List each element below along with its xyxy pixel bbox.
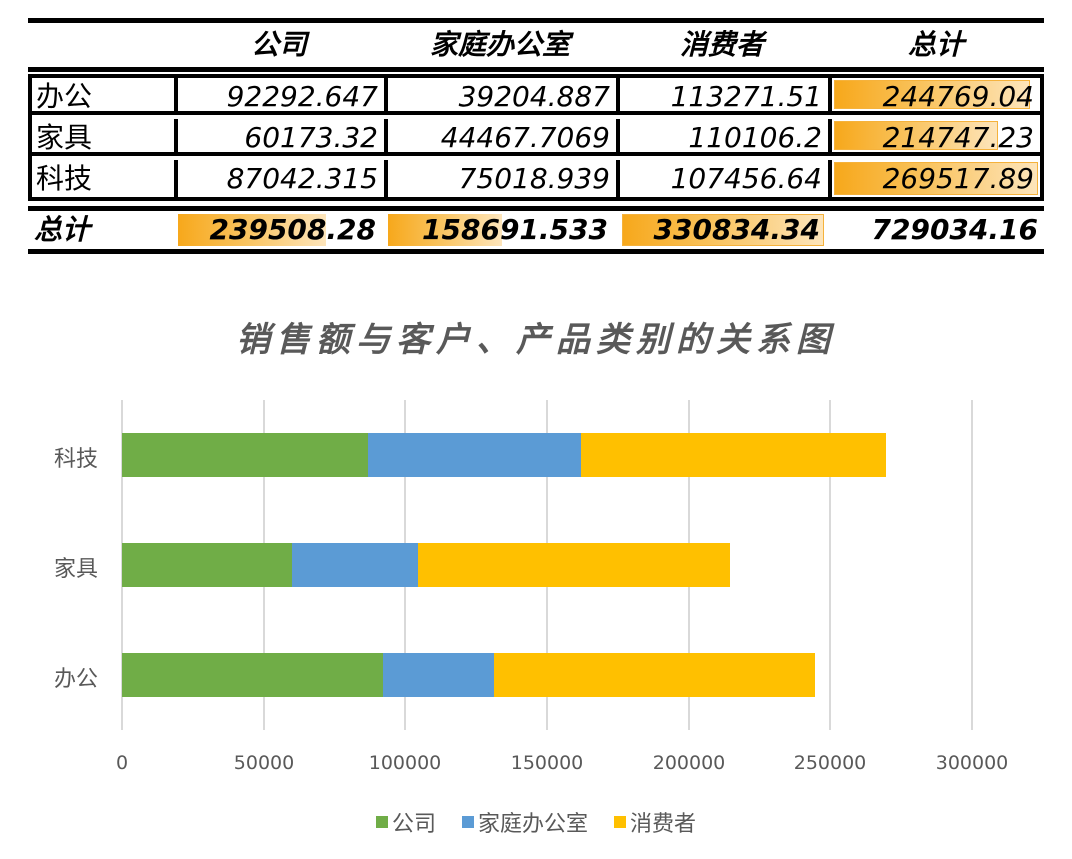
- bar-segment-home-office[interactable]: [368, 433, 581, 477]
- table-cell[interactable]: 75018.939: [388, 160, 620, 197]
- data-bar: [178, 214, 327, 246]
- total-cell-grand[interactable]: 729034.16: [871, 213, 1039, 246]
- row-label-furniture[interactable]: 家具: [32, 119, 178, 156]
- bar-segment-consumer[interactable]: [418, 543, 730, 587]
- legend-swatch-icon: [614, 816, 626, 828]
- data-bar: [834, 162, 1038, 195]
- x-axis-tick: 200000: [652, 752, 726, 774]
- header-rule-bottom: [28, 67, 1044, 72]
- bar-office: [122, 653, 815, 697]
- table-cell[interactable]: 92292.647: [178, 78, 388, 115]
- row-label-technology[interactable]: 科技: [32, 160, 178, 197]
- x-axis-tick: 0: [115, 752, 129, 774]
- total-cell-consumer[interactable]: 330834.34: [620, 212, 826, 248]
- header-cell-home-office: 家庭办公室: [429, 28, 570, 61]
- header-cell-corporate: 公司: [250, 28, 307, 61]
- plot-area: [121, 400, 973, 730]
- table-cell[interactable]: 87042.315: [178, 160, 388, 197]
- chart-title: 销售额与客户、产品类别的关系图: [236, 320, 836, 360]
- table-cell-total[interactable]: 244769.04: [832, 78, 1040, 115]
- legend-item-corporate[interactable]: 公司: [375, 806, 436, 838]
- x-axis-tick: 300000: [935, 752, 1009, 774]
- y-axis-label: 家具: [53, 557, 98, 582]
- data-bar: [388, 214, 502, 246]
- bar-segment-corporate[interactable]: [122, 433, 368, 477]
- table-cell[interactable]: 113271.51: [620, 78, 832, 115]
- bar-segment-home-office[interactable]: [383, 653, 494, 697]
- data-bar: [834, 80, 1030, 109]
- chart-legend: 公司 家庭办公室 消费者: [0, 806, 1072, 838]
- bar-segment-home-office[interactable]: [292, 543, 418, 587]
- bar-segment-consumer[interactable]: [581, 433, 886, 477]
- bar-segment-corporate[interactable]: [122, 653, 383, 697]
- total-cell-home-office[interactable]: 158691.533: [386, 212, 614, 248]
- data-bar: [622, 214, 824, 246]
- x-axis-tick: 250000: [793, 752, 867, 774]
- table-cell[interactable]: 110106.2: [620, 119, 832, 156]
- row-label-office[interactable]: 办公: [32, 78, 178, 115]
- header-cell-blank: [28, 23, 174, 67]
- legend-item-home-office[interactable]: 家庭办公室: [461, 806, 588, 838]
- gridline: [829, 400, 831, 730]
- total-rule-top: [28, 206, 1044, 211]
- table-cell[interactable]: 107456.64: [620, 160, 832, 197]
- bar-furniture: [122, 543, 730, 587]
- table-cell-total[interactable]: 214747.23: [832, 119, 1040, 156]
- total-rule-bottom: [28, 249, 1044, 254]
- table-cell[interactable]: 44467.7069: [388, 119, 620, 156]
- table-body: 办公 92292.647 39204.887 113271.51 244769.…: [28, 74, 1044, 201]
- legend-label: 消费者: [630, 812, 697, 837]
- legend-item-consumer[interactable]: 消费者: [614, 806, 696, 838]
- bar-segment-corporate[interactable]: [122, 543, 292, 587]
- total-row-label[interactable]: 总计: [34, 213, 91, 246]
- grand-total-row: 总计 239508.28 158691.533 330834.34 729034…: [28, 211, 1044, 249]
- y-axis-label: 科技: [53, 447, 98, 472]
- table-cell[interactable]: 39204.887: [388, 78, 620, 115]
- header-cell-consumer: 消费者: [679, 28, 764, 61]
- legend-swatch-icon: [461, 816, 474, 828]
- table-cell-total[interactable]: 269517.89: [832, 160, 1040, 197]
- header-cell-total: 总计: [907, 28, 964, 61]
- table-header-row: 公司 家庭办公室 消费者 总计: [28, 23, 1044, 67]
- header-rule-top: [28, 18, 1044, 23]
- x-axis-tick: 50000: [233, 752, 295, 774]
- table-cell[interactable]: 60173.32: [178, 119, 388, 156]
- total-cell-corporate[interactable]: 239508.28: [176, 212, 382, 248]
- x-axis-tick: 100000: [368, 752, 442, 774]
- x-axis-tick: 150000: [510, 752, 584, 774]
- gridline: [971, 400, 973, 730]
- y-axis-label: 办公: [53, 667, 98, 692]
- bar-technology: [122, 433, 886, 477]
- legend-label: 家庭办公室: [477, 812, 588, 837]
- legend-label: 公司: [391, 812, 436, 837]
- bar-segment-consumer[interactable]: [494, 653, 815, 697]
- data-bar: [834, 121, 999, 150]
- legend-swatch-icon: [375, 816, 388, 828]
